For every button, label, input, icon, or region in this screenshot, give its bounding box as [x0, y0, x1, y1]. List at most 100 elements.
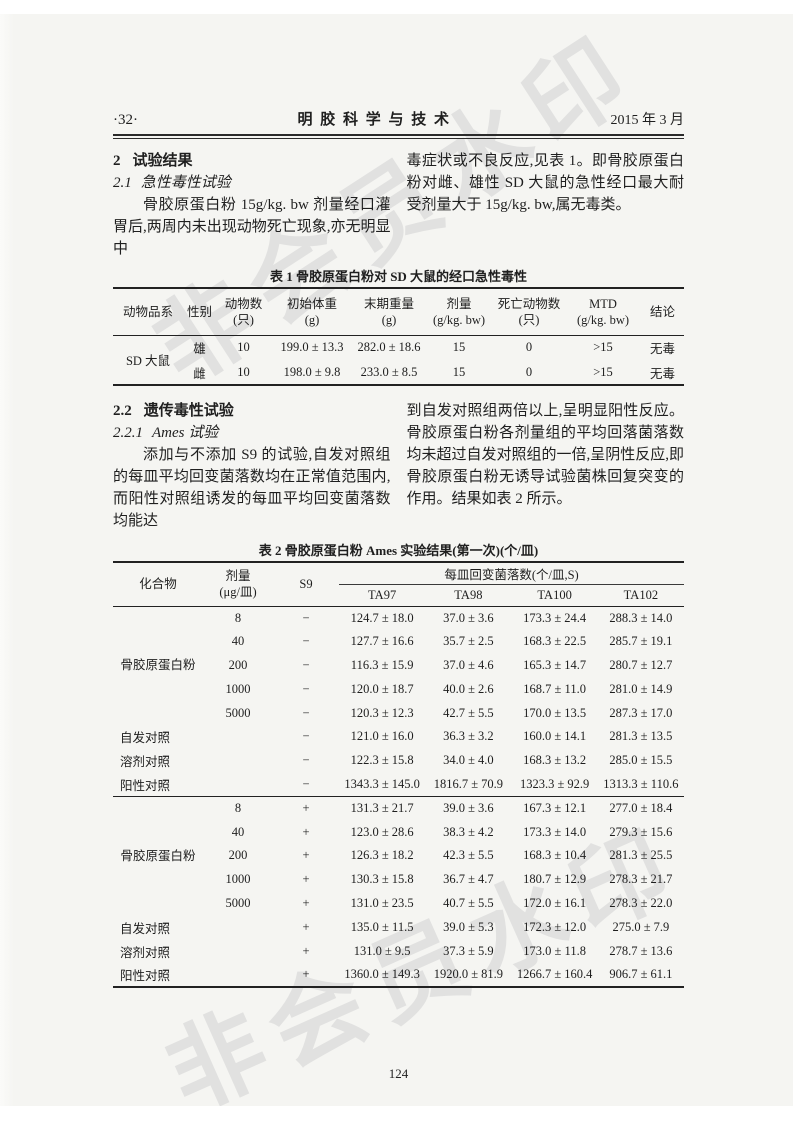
- table2-cell: 1000: [225, 872, 251, 887]
- scan-edge-bottom: [0, 1106, 793, 1122]
- table1-header-cell: 剂量 (g/kg. bw): [432, 296, 486, 327]
- table2-header-cell: 化合物: [139, 577, 177, 592]
- table2-row: 1000 + 130.3 ± 15.8 36.7 ± 4.7 180.7 ± 1…: [113, 868, 684, 892]
- table2-row: 5000 + 131.0 ± 23.5 40.7 ± 5.5 172.0 ± 1…: [113, 892, 684, 916]
- section-2-1-title: 急性毒性试验: [140, 175, 231, 191]
- table2-control-label: 溶剂对照: [120, 945, 171, 960]
- table1-cell: 15: [452, 364, 466, 379]
- table2-cell: 168.3 ± 13.2: [523, 753, 587, 768]
- table2-cell: 172.3 ± 12.0: [523, 919, 587, 934]
- table2-cell: 288.3 ± 14.0: [609, 610, 673, 625]
- table2-cell: 278.3 ± 22.0: [609, 895, 673, 910]
- table2-cell: 200: [228, 848, 248, 863]
- table2-row: 阳性对照 + 1360.0 ± 149.3 1920.0 ± 81.9 1266…: [113, 963, 684, 987]
- paragraph-2-1-right: 毒症状或不良反应,见表 1。即骨胶原蛋白粉对雌、雄性 SD 大鼠的急性经口最大耐…: [406, 153, 685, 213]
- left-column: 2 试验结果 2.1 急性毒性试验 骨胶原蛋白粉 15g/kg. bw 剂量经口灌胃…: [113, 150, 391, 260]
- table2-cell: −: [302, 705, 310, 720]
- table2-cell: +: [302, 966, 310, 981]
- table2-row: 200 − 116.3 ± 15.9 37.0 ± 4.6 165.3 ± 14…: [113, 654, 684, 678]
- table2-cell: 281.3 ± 25.5: [609, 848, 673, 863]
- section-2-title: 试验结果: [132, 153, 193, 169]
- right-column: 毒症状或不良反应,见表 1。即骨胶原蛋白粉对雌、雄性 SD 大鼠的急性经口最大耐…: [407, 150, 685, 260]
- table1-header-cell: MTD (g/kg. bw): [576, 296, 630, 327]
- section-2-2-title: 遗传毒性试验: [143, 403, 234, 419]
- table2-cell: 120.3 ± 12.3: [350, 705, 414, 720]
- table2-strain-header: TA102: [623, 587, 659, 602]
- scan-edge-left: [0, 0, 14, 1122]
- table2-cell: 135.0 ± 11.5: [350, 919, 414, 934]
- paragraph-2-2-right: 到自发对照组两倍以上,呈明显阳性反应。骨胶原蛋白粉各剂量组的平均回落菌落数均未超…: [406, 403, 685, 507]
- table1-cell: 233.0 ± 8.5: [360, 364, 418, 379]
- table1-cell: 282.0 ± 18.6: [357, 340, 421, 355]
- table2-row: 溶剂对照 − 122.3 ± 15.8 34.0 ± 4.0 168.3 ± 1…: [113, 749, 684, 773]
- table2-cell: 277.0 ± 18.4: [609, 801, 673, 816]
- section-2-2-1-heading: 2.2.1 Ames 试验: [113, 422, 391, 444]
- table2-cell: 39.0 ± 5.3: [443, 919, 494, 934]
- section-2-2-heading: 2.2 遗传毒性试验: [113, 400, 391, 422]
- text-block-1: 2 试验结果 2.1 急性毒性试验 骨胶原蛋白粉 15g/kg. bw 剂量经口灌胃…: [113, 150, 684, 260]
- table1-header-cell: 初始体重 (g): [286, 296, 337, 327]
- table1-row: SD 大鼠 雄 10 199.0 ± 13.3 282.0 ± 18.6 15 …: [113, 335, 684, 368]
- section-2-heading: 2 试验结果: [113, 150, 391, 172]
- table2-cell: −: [302, 657, 310, 672]
- table2-cell: 130.3 ± 15.8: [350, 872, 414, 887]
- table2-row: 5000 − 120.3 ± 12.3 42.7 ± 5.5 170.0 ± 1…: [113, 701, 684, 725]
- table2-cell: 123.0 ± 28.6: [350, 824, 414, 839]
- table2-cell: 173.3 ± 24.4: [523, 610, 587, 625]
- table1-cell: 雄: [193, 342, 206, 357]
- table2-row: 阳性对照 − 1343.3 ± 145.0 1816.7 ± 70.9 1323…: [113, 773, 684, 797]
- table2-cell: 168.3 ± 10.4: [523, 848, 587, 863]
- table2-cell: 40.7 ± 5.5: [443, 895, 494, 910]
- table2-row: 溶剂对照 + 131.0 ± 9.5 37.3 ± 5.9 173.0 ± 11…: [113, 939, 684, 963]
- table1-row: 雌 10 198.0 ± 9.8 233.0 ± 8.5 15 0 >15 无毒: [113, 360, 684, 385]
- table2-cell: +: [302, 824, 310, 839]
- table2-cell: +: [302, 848, 310, 863]
- table2-control-label: 自发对照: [120, 921, 171, 936]
- table1-cell: 199.0 ± 13.3: [280, 340, 344, 355]
- table2-cell: 173.3 ± 14.0: [523, 824, 587, 839]
- table2-cell: 131.0 ± 23.5: [350, 895, 414, 910]
- table2-header: 化合物 剂量 (μg/皿) S9 每皿回变菌落数(个/皿,S) TA97 TA98…: [113, 562, 685, 606]
- section-2-number: 2: [113, 153, 121, 169]
- table2-row: 自发对照 − 121.0 ± 16.0 36.3 ± 3.2 160.0 ± 1…: [113, 725, 684, 749]
- table2-cell: 180.7 ± 12.9: [523, 872, 587, 887]
- journal-header: ·32· 明 胶 科 学 与 技 术 2015 年 3 月: [113, 0, 684, 129]
- table2-control-label: 阳性对照: [120, 778, 171, 793]
- table2-cell: 120.0 ± 18.7: [350, 681, 414, 696]
- table2-cell: 281.0 ± 14.9: [609, 681, 673, 696]
- table2-span-header: 每皿回变菌落数(个/皿,S): [339, 562, 685, 585]
- table2-cell: +: [302, 801, 310, 816]
- table1-header-cell: 死亡动物数 (只): [497, 296, 561, 327]
- table1-cell: >15: [593, 364, 613, 379]
- table2-cell: 8: [234, 610, 242, 625]
- table2-cell: 5000: [225, 895, 251, 910]
- table2-cell: 173.0 ± 11.8: [523, 943, 586, 958]
- table2-cell: 168.7 ± 11.0: [523, 681, 586, 696]
- table2-cell: 1920.0 ± 81.9: [433, 966, 504, 981]
- table2-cell: 1323.3 ± 92.9: [519, 776, 590, 791]
- table1-cell: 10: [237, 340, 250, 355]
- table2-cell: +: [302, 919, 310, 934]
- table2-cell: 127.7 ± 16.6: [350, 634, 414, 649]
- table2-control-label: 溶剂对照: [120, 755, 171, 770]
- right-column: 到自发对照组两倍以上,呈明显阳性反应。骨胶原蛋白粉各剂量组的平均回落菌落数均未超…: [407, 400, 685, 532]
- table2-cell: 167.3 ± 12.1: [523, 801, 587, 816]
- table2-compound-cell: 骨胶原蛋白粉: [120, 848, 196, 863]
- table2-cell: −: [302, 753, 310, 768]
- table2-cell: 170.0 ± 13.5: [523, 705, 587, 720]
- table2-cell: 285.0 ± 15.5: [609, 753, 673, 768]
- table1-cell: 15: [452, 340, 466, 355]
- section-2-2-number: 2.2: [113, 403, 132, 419]
- header-rule: [113, 134, 684, 139]
- table2-strain-header: TA97: [368, 587, 397, 602]
- table2-cell: 36.3 ± 3.2: [443, 729, 494, 744]
- table2-cell: 121.0 ± 16.0: [350, 729, 414, 744]
- table1-cell: 雌: [193, 366, 206, 381]
- table1-header-cell: 性别: [186, 304, 212, 319]
- journal-date: 2015 年 3 月: [610, 113, 684, 128]
- table2-control-label: 自发对照: [120, 731, 171, 746]
- table2-cell: 42.7 ± 5.5: [443, 705, 494, 720]
- table2-cell: 280.7 ± 12.7: [609, 657, 673, 672]
- table2-cell: 36.7 ± 4.7: [443, 872, 494, 887]
- journal-page-number: ·32·: [113, 112, 138, 128]
